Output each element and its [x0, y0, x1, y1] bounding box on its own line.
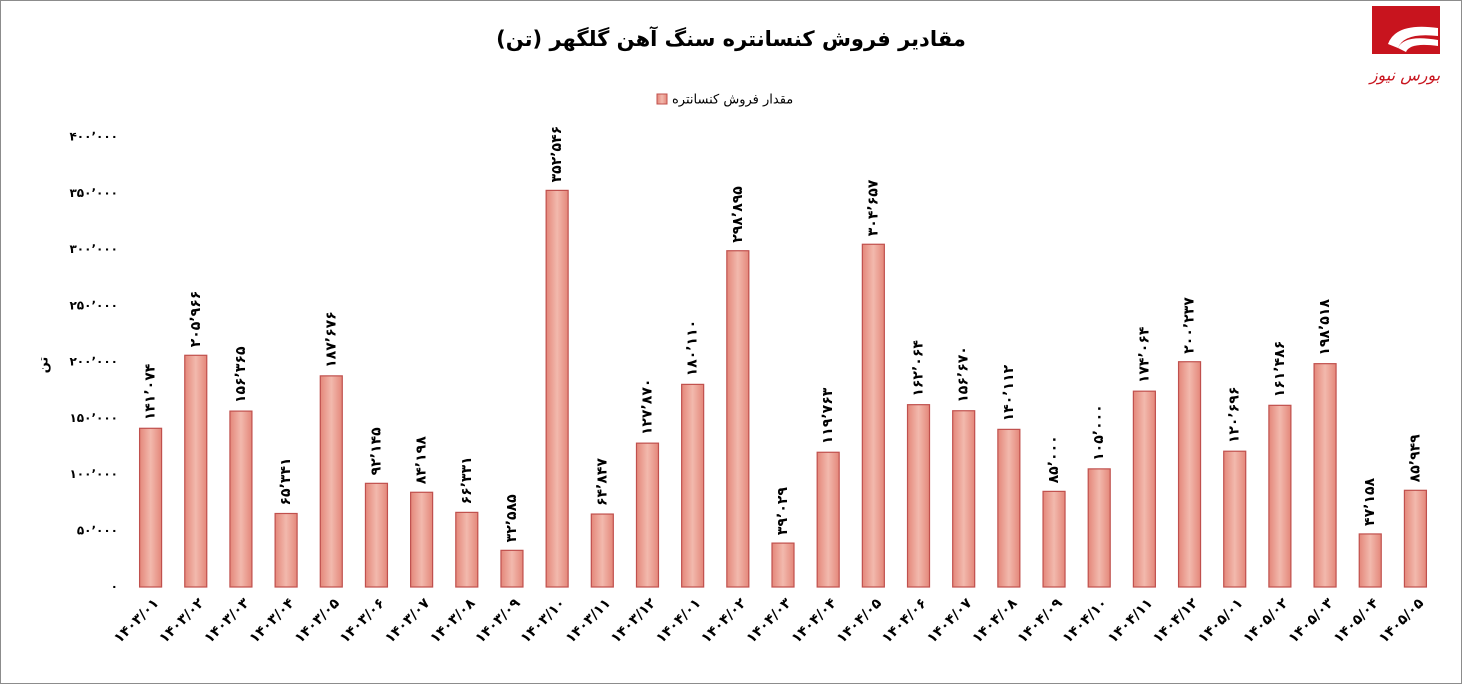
value-label: ۶۴٬۸۴۷: [594, 458, 610, 506]
bar: [319, 375, 343, 588]
legend-label: مقدار فروش کنسانتره: [672, 93, 793, 108]
bar: [681, 383, 705, 588]
value-label: ۱۱۹٬۷۶۳: [820, 387, 836, 444]
bar: [545, 189, 569, 588]
value-label: ۱۹۸٬۵۱۸: [1317, 299, 1333, 356]
value-label: ۱۸۷٬۶۷۶: [323, 311, 339, 368]
value-label: ۴۷٬۱۵۸: [1362, 477, 1378, 525]
logo-text: بورس نیوز: [1368, 66, 1441, 85]
bar: [726, 250, 750, 588]
y-tick-label: ۱۵۰٬۰۰۰: [69, 411, 118, 425]
bar: [1313, 363, 1337, 588]
chart-title: مقادیر فروش کنسانتره سنگ آهن گلگهر (تن): [496, 26, 966, 51]
bar: [410, 491, 434, 588]
value-label: ۱۷۴٬۰۶۴: [1136, 326, 1152, 383]
bar: [455, 511, 479, 588]
value-label: ۳۰۴٬۶۵۷: [865, 179, 881, 236]
bar: [229, 410, 253, 588]
bar: [364, 482, 389, 588]
value-label: ۸۵٬۰۰۰: [1046, 435, 1062, 483]
y-tick-label: ۲۵۰٬۰۰۰: [69, 298, 118, 312]
logo: بورس نیوز: [1368, 6, 1441, 85]
bar: [906, 404, 931, 588]
y-tick-label: ۰: [111, 580, 118, 594]
y-tick-label: ۳۰۰٬۰۰۰: [69, 242, 118, 256]
bar: [635, 442, 660, 588]
value-label: ۳۲٬۵۸۵: [504, 494, 520, 542]
bar: [771, 542, 795, 588]
bar: [274, 512, 298, 588]
value-label: ۱۲۰٬۶۹۶: [1227, 387, 1243, 444]
value-label: ۱۵۶٬۶۷۰: [956, 346, 972, 403]
value-label: ۱۴۰٬۱۱۲: [1001, 364, 1017, 421]
y-tick-label: ۵۰٬۰۰۰: [77, 523, 118, 537]
value-label: ۲۰۵٬۹۶۶: [188, 291, 204, 348]
value-label: ۸۴٬۱۹۸: [414, 436, 430, 484]
bar: [997, 428, 1021, 588]
bar: [138, 427, 163, 588]
bar: [1132, 390, 1156, 588]
bar: [816, 451, 840, 588]
value-label: ۳۵۲٬۵۴۶: [549, 126, 565, 183]
y-tick-label: ۴۰۰٬۰۰۰: [69, 130, 118, 144]
value-label: ۶۵٬۳۴۱: [278, 457, 294, 505]
value-label: ۹۲٬۱۴۵: [368, 427, 384, 475]
value-label: ۱۸۰٬۱۱۰: [685, 320, 701, 377]
bar: [1087, 468, 1111, 588]
value-label: ۱۵۶٬۳۶۵: [233, 346, 249, 403]
bar: [1358, 533, 1382, 588]
value-label: ۱۴۱٬۰۷۴: [143, 363, 159, 420]
value-label: ۱۰۵٬۰۰۰: [1091, 404, 1107, 461]
value-label: ۸۵٬۹۴۹: [1407, 434, 1423, 482]
y-tick-label: ۳۵۰٬۰۰۰: [69, 186, 118, 200]
value-label: ۱۶۲٬۰۶۴: [911, 340, 927, 397]
y-tick-label: ۲۰۰٬۰۰۰: [69, 355, 118, 369]
legend-swatch: [656, 93, 668, 105]
value-label: ۲۰۰٬۲۳۷: [1182, 297, 1198, 354]
bar: [861, 243, 885, 588]
bar: [1042, 490, 1066, 588]
bar: [1268, 404, 1292, 588]
value-label: ۶۶٬۳۳۱: [459, 456, 475, 504]
value-label: ۲۹۸٬۸۹۵: [730, 186, 746, 243]
bar: [1403, 489, 1428, 588]
bar: [184, 354, 208, 588]
value-label: ۳۹٬۰۲۹: [775, 487, 791, 535]
value-label: ۱۲۷٬۸۷۰: [639, 379, 655, 436]
value-label: ۱۶۱٬۴۸۶: [1272, 341, 1288, 398]
y-tick-label: ۱۰۰٬۰۰۰: [69, 467, 118, 481]
bar: [1177, 361, 1202, 588]
y-axis-label: تن: [37, 357, 52, 374]
bar: [500, 549, 524, 588]
bar: [1223, 450, 1247, 588]
bar: [952, 410, 976, 588]
bar: [590, 513, 614, 588]
